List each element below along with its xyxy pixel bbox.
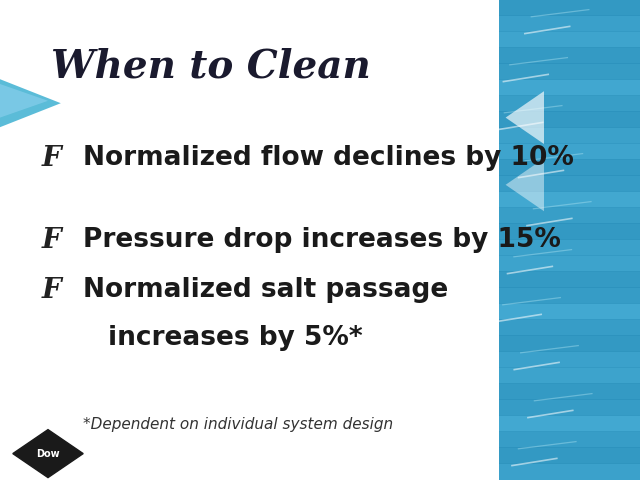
Bar xyxy=(499,303,640,320)
Bar xyxy=(499,239,640,256)
Text: Normalized salt passage: Normalized salt passage xyxy=(83,277,449,303)
Polygon shape xyxy=(13,430,83,478)
Text: F: F xyxy=(42,227,61,253)
Bar xyxy=(499,431,640,448)
Bar xyxy=(499,319,640,336)
Polygon shape xyxy=(0,79,61,127)
Bar xyxy=(499,31,640,48)
Bar xyxy=(499,95,640,112)
Bar xyxy=(499,287,640,304)
Text: Pressure drop increases by 15%: Pressure drop increases by 15% xyxy=(83,227,561,253)
Bar xyxy=(499,0,640,480)
Bar xyxy=(499,223,640,240)
Bar xyxy=(499,447,640,464)
Bar xyxy=(499,79,640,96)
Bar xyxy=(499,271,640,288)
Bar xyxy=(499,383,640,400)
Bar xyxy=(499,143,640,160)
Text: When to Clean: When to Clean xyxy=(51,48,371,86)
Bar xyxy=(499,207,640,224)
Bar xyxy=(499,415,640,432)
Bar xyxy=(499,463,640,480)
Text: F: F xyxy=(42,145,61,172)
Polygon shape xyxy=(0,84,48,118)
Text: increases by 5%*: increases by 5%* xyxy=(108,325,362,351)
Bar xyxy=(499,15,640,32)
Text: F: F xyxy=(42,277,61,304)
Bar xyxy=(499,367,640,384)
Text: *Dependent on individual system design: *Dependent on individual system design xyxy=(83,417,394,432)
Text: Normalized flow declines by 10%: Normalized flow declines by 10% xyxy=(83,145,574,171)
Bar xyxy=(499,175,640,192)
Bar xyxy=(499,255,640,272)
Bar xyxy=(499,0,640,16)
Bar xyxy=(499,351,640,368)
Bar xyxy=(499,191,640,208)
Polygon shape xyxy=(506,158,544,211)
Bar xyxy=(499,159,640,176)
Bar xyxy=(499,63,640,80)
Polygon shape xyxy=(506,91,544,144)
Bar xyxy=(499,127,640,144)
Text: Dow: Dow xyxy=(36,449,60,458)
Bar xyxy=(499,335,640,352)
Bar xyxy=(499,111,640,128)
Bar xyxy=(499,47,640,64)
Bar xyxy=(499,399,640,416)
